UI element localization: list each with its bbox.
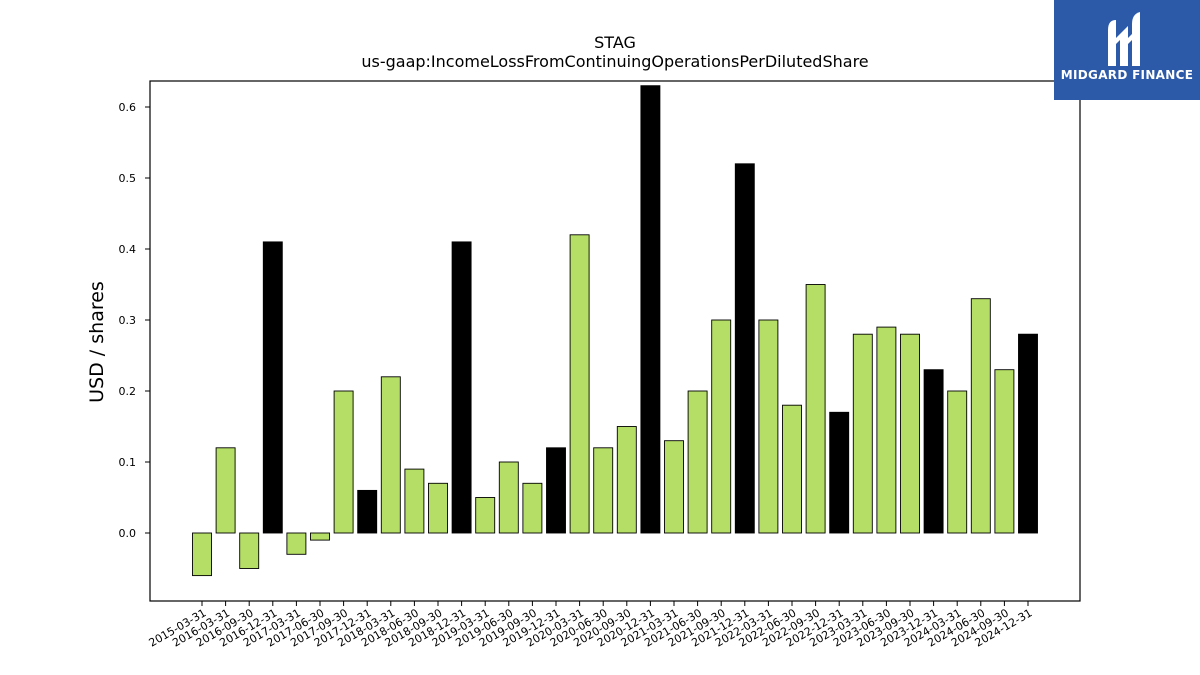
bar-2023-09-30	[900, 333, 920, 534]
bar-2021-12-31	[734, 163, 755, 534]
bar-2019-03-31	[475, 497, 496, 534]
y-tick-label: 0.2	[119, 385, 137, 398]
y-tick-label: 0.3	[119, 314, 137, 327]
bar-2019-12-31	[546, 447, 566, 534]
chart-title: STAG	[594, 33, 636, 52]
bar-2024-03-31	[947, 390, 968, 534]
y-tick-label: 0.5	[119, 172, 137, 185]
bar-2018-06-30	[404, 468, 425, 534]
bar-2017-12-31	[357, 489, 378, 534]
x-axis: 2015-03-312016-03-312016-09-302016-12-31…	[147, 601, 1035, 650]
y-tick-label: 0.1	[119, 456, 137, 469]
y-axis: 0.0 0.1 0.2 0.3 0.4 0.5 0.6	[119, 101, 150, 540]
bar-2020-06-30	[593, 447, 614, 534]
bar-2022-09-30	[805, 284, 826, 534]
bar-2021-03-31	[664, 440, 684, 534]
bar-2015-03-31	[192, 532, 212, 577]
bar-2024-06-30	[970, 298, 991, 534]
bar-2017-09-30	[333, 390, 354, 534]
plot-frame	[149, 80, 1081, 602]
bar-2020-09-30	[616, 426, 637, 534]
bar-2024-12-31	[1018, 333, 1038, 534]
bar-2024-09-30	[994, 369, 1015, 534]
midgard-finance-logo: MIDGARD FINANCE	[1054, 0, 1200, 100]
bar-2019-09-30	[522, 482, 543, 534]
bar-2019-06-30	[498, 461, 519, 534]
bar-2020-03-31	[569, 234, 590, 534]
logo-text: MIDGARD FINANCE	[1060, 68, 1194, 82]
bar-2016-12-31	[262, 241, 283, 534]
bar-2017-06-30	[310, 532, 330, 541]
bar-2023-12-31	[923, 369, 944, 534]
bar-2018-03-31	[380, 376, 401, 534]
y-tick-label: 0.0	[119, 527, 137, 540]
bar-2016-03-31	[215, 447, 236, 534]
bar-2022-06-30	[782, 404, 802, 534]
bar-2021-09-30	[711, 319, 732, 534]
chart-subtitle: us-gaap:IncomeLossFromContinuingOperatio…	[361, 52, 869, 71]
y-axis-label: USD / shares	[86, 281, 108, 403]
bar-2020-12-31	[640, 85, 661, 534]
bar-2022-03-31	[758, 319, 779, 534]
bar-2023-03-31	[852, 333, 873, 534]
bar-2023-06-30	[876, 326, 897, 534]
midgard-logo-icon	[1108, 12, 1140, 66]
y-tick-label: 0.6	[119, 101, 137, 114]
bar-2017-03-31	[286, 532, 307, 555]
bar-2018-09-30	[428, 482, 448, 534]
bar-2021-06-30	[687, 390, 708, 534]
bar-2018-12-31	[451, 241, 472, 534]
bar-2016-09-30	[239, 532, 260, 569]
bar-2022-12-31	[829, 411, 850, 534]
bars-group	[192, 85, 1038, 577]
y-tick-label: 0.4	[119, 243, 137, 256]
